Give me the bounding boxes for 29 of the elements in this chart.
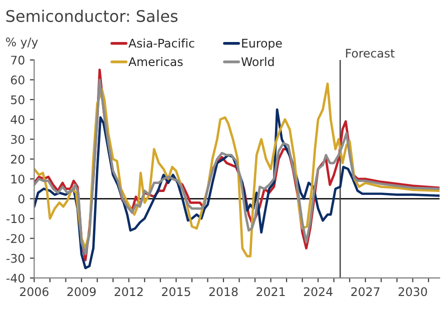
legend-label: Europe (242, 38, 282, 50)
legend-label: World (241, 57, 274, 66)
x-tick-label: 2006 (20, 287, 48, 296)
x-tick-label: 2012 (114, 287, 143, 296)
y-tick-label: -30 (6, 254, 24, 263)
y-tick-label: 50 (11, 95, 24, 104)
x-tick-label: 2009 (67, 287, 96, 296)
y-tick-label: 20 (11, 154, 24, 164)
y-tick-label: 60 (10, 75, 24, 84)
y-tick-label: 70 (11, 56, 24, 65)
y-tick-label: -40 (6, 274, 24, 283)
legend-label: Asia-Pacific (128, 38, 194, 48)
x-tick-label: 2030 (398, 287, 427, 296)
line-series (34, 108, 440, 270)
y-tick-label: -20 (6, 234, 24, 243)
x-tick-label: 2027 (351, 287, 380, 296)
legend-label: Americas (128, 57, 183, 66)
x-tick-label: 2024 (304, 287, 332, 296)
ref-line-label: Forecast (346, 48, 395, 58)
chart-title: Semiconductor: Sales (6, 10, 178, 22)
x-tick-label: 2015 (162, 287, 190, 296)
y-tick-label: 30 (11, 134, 24, 144)
x-tick-label: 2021 (256, 287, 285, 296)
y-tick-label: 40 (10, 115, 24, 124)
y-tick-label: 10 (11, 174, 24, 184)
y-tick-label: -10 (6, 214, 24, 224)
x-tick-label: 2018 (209, 287, 238, 296)
y-axis-title: % y/y (6, 37, 38, 49)
y-tick-label: 0 (18, 194, 24, 204)
